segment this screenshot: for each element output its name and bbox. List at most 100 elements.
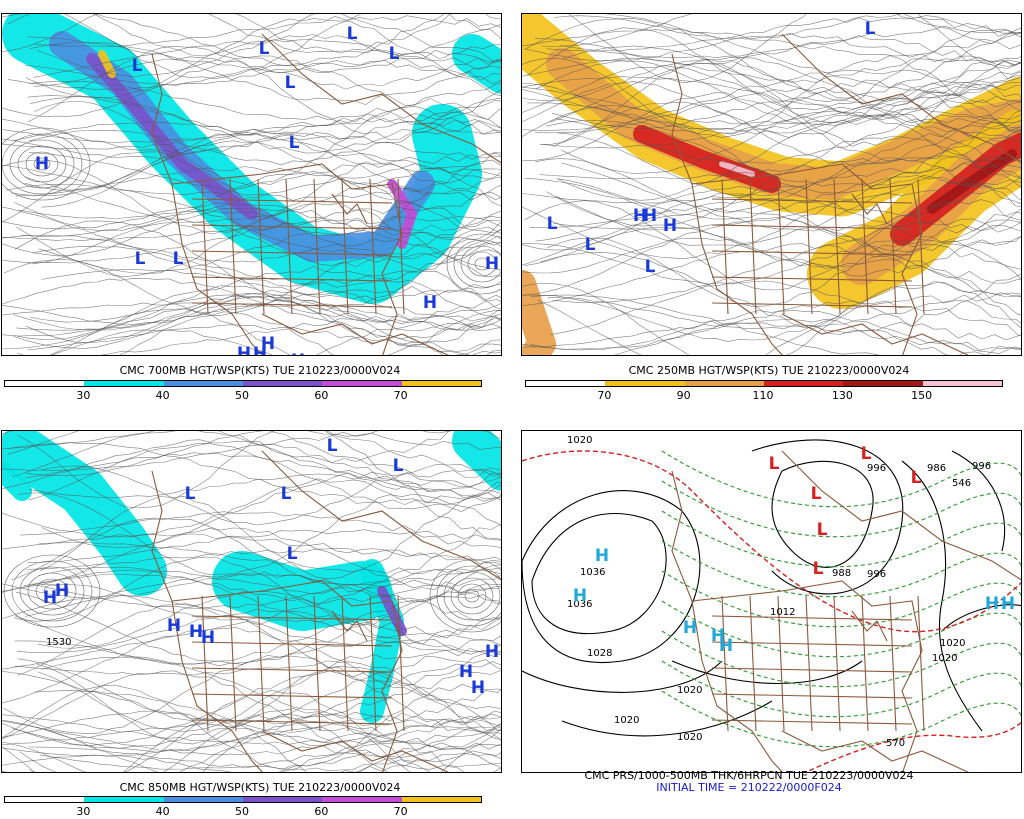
isobar-label: 1028 <box>587 648 612 659</box>
high-pressure-marker: H <box>1001 594 1015 614</box>
streamline <box>2 710 501 756</box>
streamline <box>522 81 1021 138</box>
low-pressure-marker: L <box>132 56 143 76</box>
colorbar-tick-label: 70 <box>597 389 612 402</box>
isobar-label: 570 <box>886 738 905 749</box>
isobar-line <box>941 604 1021 632</box>
isobar-line <box>522 490 701 663</box>
streamline <box>522 76 1021 132</box>
map-canvas-250mb: HH H L L L L <box>522 14 1021 355</box>
streamline <box>522 55 1021 138</box>
us-outline <box>691 163 923 355</box>
streamline <box>2 722 388 772</box>
streamline <box>522 82 1021 125</box>
state-line <box>369 178 377 315</box>
contour-ring <box>2 127 91 201</box>
low-pressure-marker: L <box>865 19 876 39</box>
thickness-546 <box>522 450 1021 633</box>
state-line <box>711 224 913 230</box>
colorbar-700mb <box>4 380 482 387</box>
isobar-label: 1012 <box>770 607 795 618</box>
streamline <box>524 18 1021 99</box>
isobar-label: 546 <box>952 478 971 489</box>
state-line <box>711 719 913 725</box>
state-line <box>721 595 729 732</box>
streamline <box>527 99 1021 135</box>
streamline <box>2 710 501 744</box>
streamline <box>39 732 501 770</box>
low-pressure-marker: L <box>861 444 872 464</box>
political-boundaries <box>151 33 501 355</box>
map-850mb: 1530 H H H H H H H H L L L L L <box>1 430 502 773</box>
streamline <box>2 431 501 471</box>
state-line <box>711 250 913 256</box>
streamline <box>26 292 501 346</box>
state-line <box>721 178 729 315</box>
state-line <box>257 595 265 732</box>
contour-ring <box>2 133 83 195</box>
streamline <box>2 753 501 772</box>
state-line <box>191 224 393 230</box>
state-line <box>889 595 897 732</box>
streamline <box>7 431 450 463</box>
streamline <box>546 135 1021 227</box>
streamline <box>17 603 501 686</box>
streamline <box>522 217 1021 296</box>
colorbar-tick-label: 50 <box>235 805 249 818</box>
colorbar-segment <box>526 381 606 386</box>
isobar-label: 1020 <box>677 685 702 696</box>
streamline <box>34 690 501 770</box>
isobar-label: 986 <box>927 463 946 474</box>
streamline <box>17 492 501 576</box>
state-line <box>257 178 265 315</box>
jet-band-150kt <box>927 149 1017 214</box>
streamline <box>31 220 501 267</box>
state-line <box>711 198 913 204</box>
state-line <box>191 276 393 282</box>
colorbar-segment <box>605 381 685 386</box>
streamline <box>522 105 1021 194</box>
colorbar-tick-label: 40 <box>155 805 170 818</box>
thickness-contour <box>661 480 1021 538</box>
streamline <box>553 179 1021 231</box>
streamline <box>522 92 1021 162</box>
streamline <box>2 117 501 143</box>
low-pressure-marker: L <box>769 454 780 474</box>
low-pressure-marker: L <box>285 73 296 93</box>
colorbar-tick-label: 70 <box>393 389 408 402</box>
high-pressure-marker: H <box>485 254 499 274</box>
contour-ring <box>443 571 501 621</box>
streamline <box>552 218 1021 303</box>
streamline <box>37 665 501 732</box>
streamline <box>27 324 501 355</box>
streamline <box>552 101 1021 167</box>
streamline <box>547 295 1021 342</box>
contour-ring <box>450 577 494 615</box>
isobar-line <box>561 700 773 737</box>
thickness-contour <box>661 690 1021 748</box>
streamline <box>33 56 501 90</box>
streamline <box>522 76 1021 125</box>
streamline <box>2 627 501 709</box>
high-pressure-marker: H <box>683 618 697 638</box>
high-pressure-marker: H <box>291 351 305 356</box>
high-pressure-marker: H <box>237 344 251 356</box>
contour-ring <box>429 559 501 633</box>
great-lakes <box>851 193 888 225</box>
streamline <box>14 648 501 676</box>
state-line <box>191 615 393 621</box>
colorbar-850mb <box>4 796 482 803</box>
thickness-contour <box>661 630 1021 688</box>
low-pressure-marker: L <box>135 249 146 269</box>
colorbar-ticks-850mb: 30 40 50 60 70 <box>4 805 480 819</box>
streamline <box>2 55 501 120</box>
us-outline <box>691 580 923 772</box>
state-line <box>777 178 785 315</box>
streamline <box>537 281 1021 355</box>
streamline <box>541 14 1021 50</box>
title-prs: CMC PRS/1000-500MB THK/6HRPCN TUE 210223… <box>584 769 914 782</box>
high-pressure-marker: H <box>189 622 203 642</box>
colorbar-segment <box>242 797 323 802</box>
streamline <box>16 299 501 355</box>
streamline <box>2 112 501 154</box>
